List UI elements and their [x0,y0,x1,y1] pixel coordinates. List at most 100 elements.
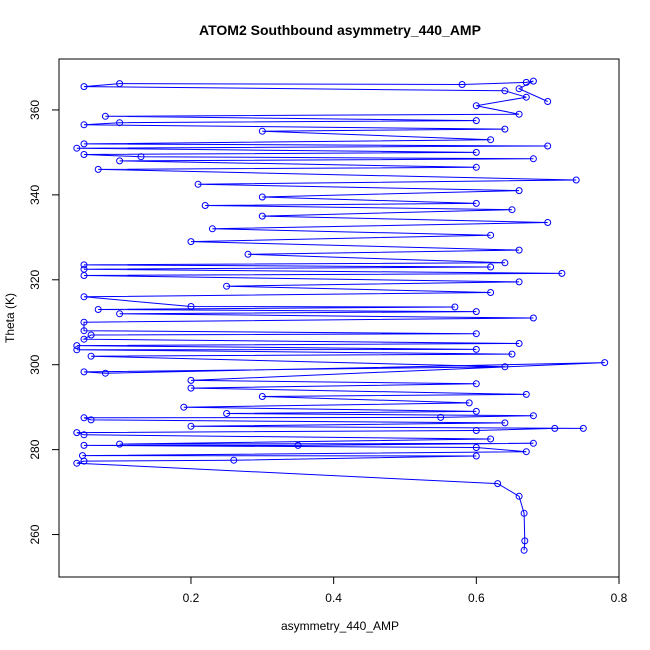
data-point [515,187,523,195]
y-tick-label: 360 [28,100,42,120]
data-point [501,363,509,371]
data-point [579,424,587,432]
data-point [87,416,95,424]
data-point [80,318,88,326]
data-point [487,136,495,144]
data-point [544,98,552,105]
plot-frame [58,58,620,578]
data-point [544,142,552,150]
data-point [223,410,231,417]
data-point [472,117,480,125]
data-point [515,278,523,286]
data-point [472,427,480,434]
data-point [520,509,528,517]
data-point [73,342,81,350]
data-point [472,102,480,110]
data-point [515,110,523,118]
data-point [529,412,537,420]
data-point [80,83,88,91]
data-point [80,140,88,148]
data-point [601,359,609,367]
x-tick-label: 0.8 [611,591,628,605]
data-point [187,422,195,430]
data-point [529,77,537,85]
data-point [487,289,495,296]
data-point [544,219,552,226]
y-axis-label: Theta (K) [3,293,17,343]
data-point [101,112,109,120]
data-point [465,399,473,407]
data-point [258,212,266,220]
data-point [187,303,195,310]
data-point [472,345,480,353]
data-point [508,350,516,358]
data-point [187,384,195,392]
data-point [501,259,509,267]
x-tick-label: 0.4 [325,591,342,605]
data-point [501,87,509,95]
data-point [258,193,266,201]
data-point [223,282,231,290]
data-point [244,250,252,258]
data-point [80,414,88,422]
data-point [522,390,530,398]
data-point [258,393,266,400]
data-point [80,121,88,129]
data-point [515,85,523,93]
data-point [501,125,509,133]
data-point [116,440,124,448]
data-point [258,127,266,135]
data-point [508,206,516,214]
data-point [73,429,81,437]
data-point [116,310,124,318]
data-point [472,330,480,338]
y-tick-label: 260 [28,524,42,544]
data-point [80,431,88,439]
data-point [529,439,537,447]
data-point [80,151,88,158]
data-point [80,368,88,376]
data-point [80,335,88,343]
data-point [116,157,124,165]
data-point [73,144,81,152]
data-point [472,452,480,460]
data-point [551,424,559,432]
data-layer [73,77,609,554]
data-point [520,546,528,554]
y-tick-label: 340 [28,185,42,205]
x-axis-label: asymmetry_440_AMP [281,619,399,633]
data-point [515,246,523,254]
y-axis: 260 280 300 320 340 360 [28,100,59,545]
data-point [487,263,495,271]
data-point [230,456,238,464]
y-tick-label: 280 [28,439,42,459]
data-point [451,303,459,311]
data-point [472,444,480,451]
data-point [73,459,81,467]
data-point [87,352,95,360]
data-point [80,327,88,335]
x-axis: 0.2 0.4 0.6 0.8 [183,577,628,605]
data-point [73,346,81,354]
data-point [116,80,124,88]
data-point [529,155,537,163]
data-point [494,480,502,488]
data-point [437,413,445,421]
data-point [572,176,580,184]
y-tick-label: 320 [28,269,42,289]
data-point [501,419,509,427]
data-point [458,81,466,88]
x-tick-label: 0.6 [468,591,485,605]
data-point [472,407,480,415]
data-point [80,261,88,269]
data-point [80,293,88,301]
data-point [294,441,302,449]
data-point [201,202,209,209]
data-point [515,340,523,347]
data-point [194,180,202,188]
data-point [180,403,188,411]
data-point [472,380,480,388]
data-point [80,441,88,449]
data-point [521,537,529,545]
